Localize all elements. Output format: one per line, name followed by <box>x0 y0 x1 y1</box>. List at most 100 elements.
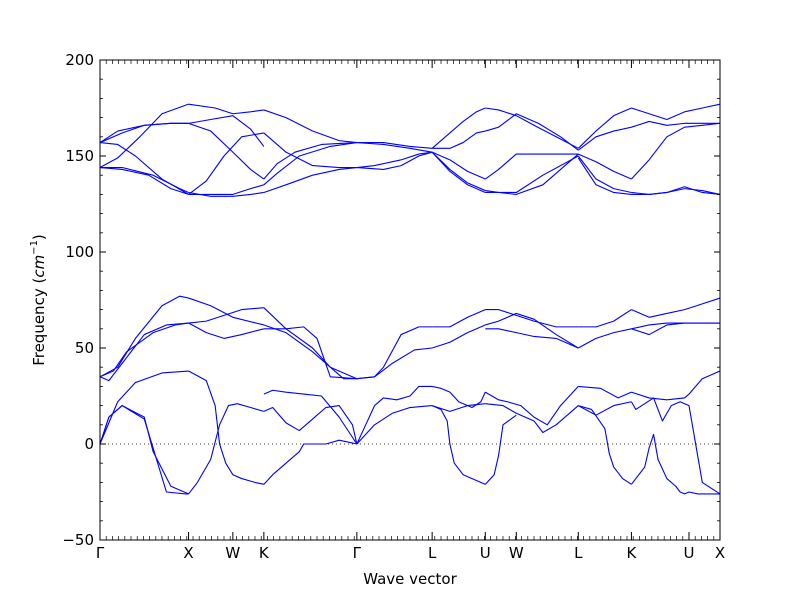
band-line-63 <box>356 151 433 170</box>
band-line-59 <box>263 142 357 186</box>
band-line-23 <box>99 295 189 378</box>
band-line-55 <box>263 109 357 144</box>
x-tick-label-3: K <box>259 544 270 562</box>
band-line-9 <box>356 405 433 445</box>
band-line-1 <box>99 405 189 495</box>
band-line-29 <box>263 307 358 380</box>
band-line-64 <box>431 107 486 149</box>
band-line-52 <box>188 191 264 197</box>
band-line-40 <box>631 297 721 318</box>
x-tick-label-7: W <box>509 544 524 562</box>
band-line-61 <box>356 151 433 169</box>
band-line-30 <box>263 326 357 380</box>
band-line-5 <box>263 439 357 485</box>
y-tick-label-2: 50 <box>75 339 94 357</box>
band-line-2 <box>99 370 189 445</box>
band-line-49 <box>188 103 264 115</box>
band-line-51 <box>188 132 264 195</box>
band-line-38 <box>578 309 632 328</box>
band-line-8 <box>356 385 433 445</box>
band-line-74 <box>577 107 632 149</box>
y-axis-title-close: ) <box>30 234 48 240</box>
band-line-48 <box>99 122 189 144</box>
band-line-37 <box>485 328 579 349</box>
x-tick-label-2: W <box>225 544 240 562</box>
band-line-65 <box>432 130 486 149</box>
band-line-26 <box>188 307 264 324</box>
band-line-21 <box>631 370 721 401</box>
band-line-11 <box>432 385 486 409</box>
band-line-70 <box>485 113 579 151</box>
band-line-58 <box>263 142 357 180</box>
band-line-20 <box>630 397 721 495</box>
band-line-80 <box>631 120 720 128</box>
band-line-60 <box>356 142 433 149</box>
y-axis-title: Frequency (cm−1) <box>29 234 48 366</box>
band-line-78 <box>577 157 632 195</box>
y-axis-title-text: Frequency ( <box>30 278 48 366</box>
band-line-71 <box>484 153 579 180</box>
y-tick-label-1: 0 <box>84 435 94 453</box>
y-axis-title-unit-exp: −1 <box>29 240 40 255</box>
band-line-75 <box>577 126 632 151</box>
band-line-72 <box>485 153 579 195</box>
band-line-33 <box>432 309 486 328</box>
band-line-16 <box>578 405 632 485</box>
band-line-13 <box>484 414 517 485</box>
band-line-25 <box>188 297 264 326</box>
band-line-67 <box>431 151 486 192</box>
y-axis-title-unit: cm <box>30 255 48 278</box>
band-line-42 <box>631 322 720 330</box>
band-line-68 <box>431 151 486 193</box>
band-line-66 <box>431 151 486 180</box>
band-line-76 <box>578 153 632 180</box>
x-axis-title: Wave vector <box>363 570 457 588</box>
band-line-73 <box>485 155 579 194</box>
band-line-36 <box>485 312 579 349</box>
band-line-27 <box>188 322 264 339</box>
band-line-45 <box>100 166 189 193</box>
band-line-34 <box>431 324 486 349</box>
band-line-32 <box>356 347 433 380</box>
band-line-4 <box>188 403 265 495</box>
band-line-10 <box>431 405 486 485</box>
y-tick-label-4: 150 <box>65 147 94 165</box>
band-line-77 <box>577 155 632 194</box>
y-tick-label-0: −50 <box>62 531 94 549</box>
band-line-24 <box>99 322 189 378</box>
y-tick-label-5: 200 <box>65 51 94 69</box>
band-line-28 <box>263 324 357 380</box>
x-tick-label-8: L <box>574 544 583 562</box>
band-line-62 <box>356 142 433 153</box>
band-line-3 <box>188 370 264 485</box>
band-line-83 <box>631 186 721 195</box>
x-tick-label-5: L <box>428 544 437 562</box>
band-line-22 <box>99 322 189 382</box>
band-line-81 <box>631 122 721 180</box>
band-line-50 <box>188 115 265 147</box>
band-line-6 <box>263 405 358 445</box>
band-line-35 <box>485 309 579 328</box>
band-line-46 <box>99 103 189 169</box>
band-line-19 <box>630 433 720 495</box>
band-line-14 <box>485 386 579 426</box>
band-line-47 <box>99 166 189 195</box>
band-line-79 <box>631 103 721 121</box>
x-tick-label-9: K <box>627 544 638 562</box>
y-tick-label-3: 100 <box>65 243 94 261</box>
band-line-12 <box>431 403 486 412</box>
band-line-53 <box>188 122 265 180</box>
x-tick-label-4: Γ <box>353 544 362 562</box>
x-tick-label-6: U <box>480 544 491 562</box>
band-line-15 <box>485 403 579 434</box>
band-line-7 <box>263 389 358 445</box>
band-line-17 <box>578 385 632 399</box>
band-line-41 <box>631 322 720 336</box>
band-line-56 <box>263 132 357 169</box>
x-tick-label-10: U <box>684 544 695 562</box>
band-line-69 <box>485 107 579 149</box>
band-line-18 <box>578 401 632 416</box>
band-line-31 <box>356 326 433 380</box>
